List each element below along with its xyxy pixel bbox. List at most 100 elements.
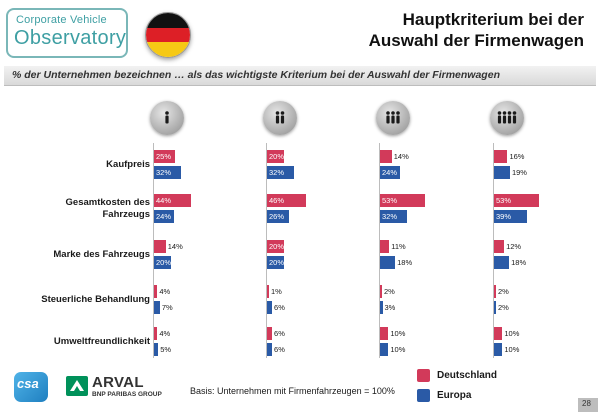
bar-europa xyxy=(267,210,289,223)
data-label-europa: 20% xyxy=(269,258,285,267)
bar-europa xyxy=(494,256,510,269)
group-axis-line xyxy=(379,143,380,358)
csa-logo: csa xyxy=(14,372,48,402)
four-people-icon xyxy=(490,101,524,135)
bar-europa xyxy=(380,301,383,314)
bar-europa xyxy=(380,210,407,223)
bar-deutschland xyxy=(494,285,496,298)
row-label: Steuerliche Behandlung xyxy=(41,294,150,306)
data-label-europa: 5% xyxy=(160,345,172,354)
bar-deutschland xyxy=(494,194,539,207)
bar-europa xyxy=(380,256,396,269)
legend-label-deutschland: Deutschland xyxy=(437,370,498,381)
bar-europa xyxy=(380,166,401,179)
bar-deutschland xyxy=(267,327,273,340)
bar-europa xyxy=(267,301,273,314)
page-number: 28 xyxy=(582,399,591,408)
bar-europa xyxy=(267,166,294,179)
legend-swatch-deutschland xyxy=(417,369,430,382)
data-label-europa: 10% xyxy=(504,345,520,354)
corporate-vehicle-observatory-logo: Corporate Vehicle Observatory xyxy=(6,8,128,58)
data-label-deutschland: 2% xyxy=(498,287,509,296)
data-label-deutschland: 10% xyxy=(390,329,406,338)
row-label-line: Steuerliche Behandlung xyxy=(41,293,150,305)
arval-name: ARVAL xyxy=(92,374,144,391)
data-label-deutschland: 53% xyxy=(382,196,398,205)
data-label-deutschland: 12% xyxy=(506,242,522,251)
row-label-line: Umweltfreundlichkeit xyxy=(53,335,150,347)
data-label-deutschland: 11% xyxy=(391,242,406,251)
flag-stripe-gold xyxy=(146,42,190,57)
row-label: Gesamtkosten des Fahrzeugs xyxy=(66,197,150,221)
title-line1: Hauptkriterium bei der xyxy=(402,10,584,29)
page-number-box: 28 xyxy=(578,398,598,412)
group-axis-line xyxy=(153,143,154,358)
bar-europa xyxy=(494,301,496,314)
bar-europa xyxy=(154,301,160,314)
data-label-deutschland: 53% xyxy=(496,196,512,205)
group-axis-line xyxy=(266,143,267,358)
data-label-europa: 2% xyxy=(498,303,509,312)
data-label-europa: 19% xyxy=(511,168,527,177)
bar-europa xyxy=(154,256,171,269)
bar-deutschland xyxy=(267,194,306,207)
subtitle-text: % der Unternehmen bezeichnen … als das w… xyxy=(12,69,500,81)
bar-deutschland xyxy=(154,327,158,340)
bar-deutschland xyxy=(494,240,505,253)
row-label-line: Marke des Fahrzeugs xyxy=(53,248,150,260)
logo-text-line1: Corporate Vehicle xyxy=(16,14,107,26)
data-label-deutschland: 4% xyxy=(159,287,171,296)
data-label-europa: 3% xyxy=(384,303,396,312)
row-label-line: Gesamtkosten des xyxy=(65,196,150,208)
page-title: Hauptkriterium bei der Auswahl der Firme… xyxy=(284,9,584,51)
bar-deutschland xyxy=(267,285,269,298)
bar-europa xyxy=(154,210,175,223)
bar-deutschland xyxy=(154,240,166,253)
data-label-deutschland: 46% xyxy=(269,196,285,205)
bar-deutschland xyxy=(267,240,284,253)
csa-logo-text: csa xyxy=(17,376,39,391)
bar-europa xyxy=(154,166,181,179)
data-label-europa: 10% xyxy=(390,345,406,354)
bar-europa xyxy=(494,210,527,223)
bar-deutschland xyxy=(154,150,175,163)
group-axis-line xyxy=(493,143,494,358)
data-label-deutschland: 16% xyxy=(509,152,525,161)
data-label-deutschland: 10% xyxy=(504,329,520,338)
data-label-europa: 24% xyxy=(382,168,398,177)
bar-europa xyxy=(494,343,503,356)
legend-swatch-europa xyxy=(417,389,430,402)
bar-europa xyxy=(267,343,273,356)
bar-europa xyxy=(380,343,389,356)
data-label-europa: 20% xyxy=(156,258,172,267)
two-people-icon xyxy=(263,101,297,135)
bar-europa xyxy=(494,166,510,179)
one-person-icon xyxy=(150,101,184,135)
bar-deutschland xyxy=(267,150,284,163)
bar-deutschland xyxy=(380,150,392,163)
data-label-europa: 18% xyxy=(511,258,527,267)
data-label-europa: 32% xyxy=(156,168,172,177)
row-label: Marke des Fahrzeugs xyxy=(53,249,150,261)
bar-deutschland xyxy=(380,194,425,207)
bar-deutschland xyxy=(380,240,390,253)
data-label-deutschland: 14% xyxy=(167,242,183,251)
data-label-deutschland: 44% xyxy=(156,196,172,205)
bar-deutschland xyxy=(494,327,503,340)
legend-label-europa: Europa xyxy=(437,390,472,401)
data-label-europa: 24% xyxy=(156,212,172,221)
bar-deutschland xyxy=(380,327,389,340)
arval-logo-icon xyxy=(66,376,88,396)
data-label-deutschland: 20% xyxy=(269,242,285,251)
data-label-deutschland: 14% xyxy=(393,152,409,161)
bar-europa xyxy=(154,343,159,356)
bar-deutschland xyxy=(380,285,382,298)
basis-note: Basis: Unternehmen mit Firmenfahrzeugen … xyxy=(190,386,395,396)
bar-europa xyxy=(267,256,284,269)
data-label-deutschland: 20% xyxy=(269,152,285,161)
row-label-line: Kaufpreis xyxy=(106,158,150,170)
data-label-deutschland: 4% xyxy=(159,329,171,338)
row-label: Umweltfreundlichkeit xyxy=(54,336,150,348)
data-label-europa: 26% xyxy=(269,212,285,221)
